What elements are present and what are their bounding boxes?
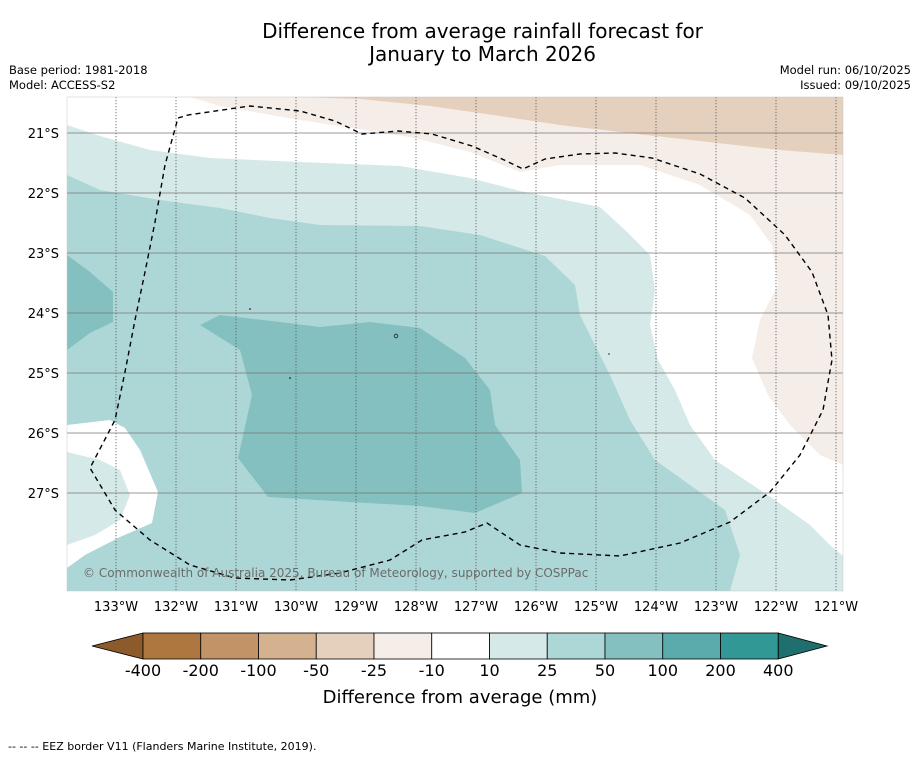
colorbar-bin-p25-p50	[546, 632, 606, 660]
colorbar-bin-n200-n100	[200, 632, 259, 660]
base-period-text: Base period: 1981-2018	[9, 63, 148, 77]
map-gridlines	[115, 97, 837, 591]
lat-label-23s: 23°S	[28, 247, 59, 262]
lon-label-132w: 132°W	[154, 600, 198, 615]
lat-label-21s: 21°S	[28, 127, 59, 142]
map-title-line-2: January to March 2026	[369, 42, 596, 66]
lat-label-24s: 24°S	[28, 307, 59, 322]
lon-label-131w: 131°W	[214, 600, 258, 615]
forecast-map-figure: © Commonwealth of Australia 2025, Bureau…	[28, 96, 858, 708]
latitude-axis-labels: 21°S 22°S 23°S 24°S 25°S 26°S 27°S	[28, 127, 59, 502]
map-plot-area	[67, 97, 843, 591]
lon-label-124w: 124°W	[634, 600, 678, 615]
legend-tick-minus-25: -25	[361, 661, 387, 680]
legend-tick-400: 400	[763, 661, 794, 680]
legend-tick-minus-400: -400	[125, 661, 161, 680]
copyright-text: © Commonwealth of Australia 2025, Bureau…	[83, 566, 588, 580]
lon-label-127w: 127°W	[454, 600, 498, 615]
colorbar-bin-p10-p25	[489, 632, 548, 660]
lon-label-126w: 126°W	[514, 600, 558, 615]
wetter-50-100-region-west	[67, 255, 113, 350]
colorbar-bin-n100-n50	[258, 632, 317, 660]
colorbar-bin-n50-n25	[315, 632, 375, 660]
issued-text: Issued: 09/10/2025	[800, 78, 911, 92]
lon-label-133w: 133°W	[94, 600, 138, 615]
colorbar-bin-n10-p10	[431, 632, 490, 660]
colorbar-bin-p200-p400	[720, 632, 779, 660]
colorbar-under-arrow	[91, 632, 144, 660]
lon-label-121w: 121°W	[814, 600, 858, 615]
colorbar-bin-p50-p100	[604, 632, 664, 660]
model-text: Model: ACCESS-S2	[9, 78, 116, 92]
lon-label-125w: 125°W	[574, 600, 618, 615]
map-latitude-lines	[67, 132, 843, 494]
legend-tick-200: 200	[705, 661, 736, 680]
colorbar-bin-p100-p200	[662, 632, 721, 660]
lat-label-22s: 22°S	[28, 187, 59, 202]
legend-tick-50: 50	[595, 661, 615, 680]
lon-label-130w: 130°W	[274, 600, 318, 615]
colorbar-tick-labels: -400 -200 -100 -50 -25 -10 10 25 50 100 …	[125, 661, 794, 680]
legend-tick-minus-10: -10	[419, 661, 445, 680]
lon-label-128w: 128°W	[394, 600, 438, 615]
colorbar-bin-n25-n10	[373, 632, 433, 660]
map-title-line-1: Difference from average rainfall forecas…	[262, 19, 703, 43]
lat-label-27s: 27°S	[28, 487, 59, 502]
drier-shading-region-stronger	[300, 97, 843, 155]
legend-tick-100: 100	[647, 661, 678, 680]
longitude-axis-labels: 133°W 132°W 131°W 130°W 129°W 128°W 127°…	[94, 600, 858, 615]
colorbar-legend	[91, 632, 829, 660]
lon-label-123w: 123°W	[694, 600, 738, 615]
eez-border-line	[89, 105, 833, 581]
model-run-text: Model run: 06/10/2025	[779, 63, 911, 77]
lon-label-129w: 129°W	[334, 600, 378, 615]
colorbar-bin-n400-n200	[142, 632, 202, 660]
neutral-patch-southwest	[67, 452, 130, 545]
legend-title: Difference from average (mm)	[323, 687, 598, 708]
legend-tick-minus-200: -200	[183, 661, 219, 680]
lat-label-26s: 26°S	[28, 427, 59, 442]
small-islands	[249, 308, 610, 379]
lat-label-25s: 25°S	[28, 367, 59, 382]
eez-border-footnote: -- -- -- EEZ border V11 (Flanders Marine…	[8, 740, 317, 753]
map-frame	[66, 96, 844, 592]
lon-label-122w: 122°W	[754, 600, 798, 615]
colorbar-over-arrow	[777, 632, 829, 660]
legend-tick-25: 25	[537, 661, 557, 680]
wetter-50-100-region-central	[200, 315, 522, 513]
legend-tick-minus-50: -50	[303, 661, 329, 680]
legend-tick-10: 10	[479, 661, 499, 680]
legend-tick-minus-100: -100	[240, 661, 276, 680]
